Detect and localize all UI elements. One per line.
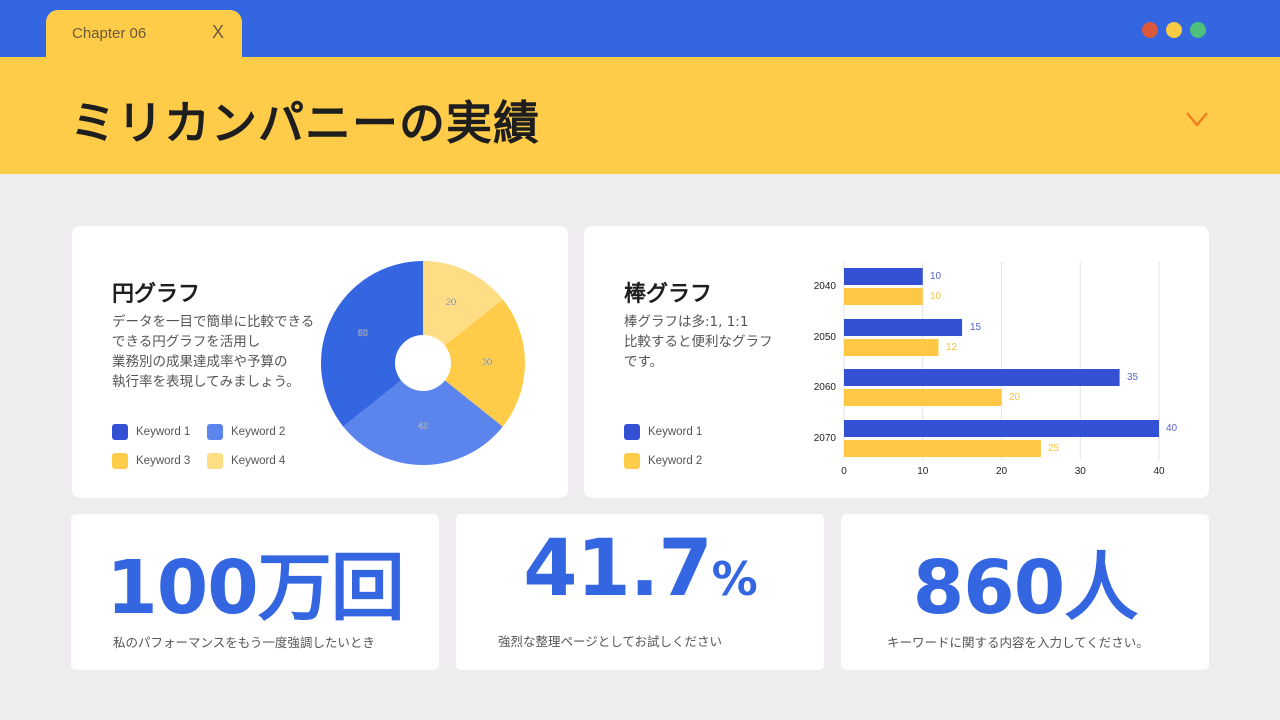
svg-text:40: 40 <box>1153 466 1165 477</box>
bar-value: 15 <box>970 322 982 333</box>
svg-text:30: 30 <box>1075 466 1087 477</box>
legend-item: Keyword 2 <box>207 424 285 440</box>
bar-2070-keyword-1[interactable] <box>844 420 1159 437</box>
pie-card-title: 円グラフ <box>112 282 201 307</box>
bar-2040-keyword-1[interactable] <box>844 268 923 285</box>
bar-2050-keyword-1[interactable] <box>844 319 963 336</box>
svg-text:0: 0 <box>841 466 847 477</box>
legend-swatch <box>112 424 128 440</box>
stat-value-unit: % <box>711 552 758 606</box>
page-header: ミリカンパニーの実績 <box>0 57 1280 174</box>
tab-label: Chapter 06 <box>72 25 147 42</box>
legend-swatch <box>112 453 128 469</box>
legend-item: Keyword 3 <box>112 453 190 469</box>
legend-swatch <box>207 424 223 440</box>
bar-value: 25 <box>1048 443 1060 454</box>
svg-text:20: 20 <box>996 466 1008 477</box>
pie-slice-keyword-1[interactable] <box>321 261 423 427</box>
chapter-tab[interactable]: Chapter 06 X <box>46 10 242 58</box>
legend-label: Keyword 3 <box>136 455 191 467</box>
pie-slice-keyword-2[interactable] <box>343 363 503 465</box>
close-tab-icon[interactable]: X <box>212 22 225 42</box>
bar-value: 10 <box>930 271 942 282</box>
bar-2050-keyword-2[interactable] <box>844 339 939 356</box>
bar-value: 35 <box>1127 372 1139 383</box>
bar-chart: 10 10 2040 15 12 2050 35 20 2060 40 25 2… <box>814 262 1178 477</box>
legend-label: Keyword 1 <box>136 426 191 438</box>
stat-value-number: 41.7 <box>523 524 712 614</box>
legend-label: Keyword 2 <box>648 455 703 467</box>
pie-chart-card: 円グラフ データを一目で簡単に比較できる できる円グラフを活用し 業務別の成果達… <box>72 226 568 498</box>
stat-description: 強烈な整理ページとしてお試しください <box>498 634 723 649</box>
bar-2070-keyword-2[interactable] <box>844 440 1041 457</box>
legend-label: Keyword 1 <box>648 426 703 438</box>
pie-label: 30 <box>482 357 492 367</box>
bar-value: 20 <box>1009 392 1021 403</box>
bar-value: 40 <box>1166 423 1178 434</box>
legend-swatch <box>624 453 640 469</box>
x-axis-ticks: 0 10 20 30 40 <box>841 466 1165 477</box>
legend-item: Keyword 1 <box>624 424 702 440</box>
bar-card-description: 棒グラフは多:1, 1:1 比較すると便利なグラフ です。 <box>624 314 773 370</box>
legend-item: Keyword 4 <box>207 453 285 469</box>
pie-chart: 20 30 40 50 <box>321 261 525 465</box>
stat-card-people: 860人 キーワードに関する内容を入力してください。 <box>841 514 1209 670</box>
legend-item: Keyword 2 <box>624 453 702 469</box>
y-tick-label: 2060 <box>814 382 837 393</box>
bar-value: 10 <box>930 291 942 302</box>
stat-value: 860人 <box>912 545 1138 631</box>
bar-2040-keyword-2[interactable] <box>844 288 923 305</box>
stat-description: 私のパフォーマンスをもう一度強調したいとき <box>113 635 375 650</box>
bar-2060-keyword-2[interactable] <box>844 389 1002 406</box>
svg-text:10: 10 <box>917 466 929 477</box>
chevron-down-icon[interactable] <box>1185 111 1209 127</box>
bar-card-title: 棒グラフ <box>624 282 713 307</box>
legend-label: Keyword 2 <box>231 426 286 438</box>
pie-label: 20 <box>446 297 456 307</box>
page-title: ミリカンパニーの実績 <box>70 96 540 150</box>
window-maximize-button[interactable] <box>1190 22 1206 38</box>
legend-item: Keyword 1 <box>112 424 190 440</box>
y-tick-label: 2050 <box>814 332 837 343</box>
stat-card-views: 100万回 私のパフォーマンスをもう一度強調したいとき <box>71 514 439 670</box>
pie-card-description: データを一目で簡単に比較できる できる円グラフを活用し 業務別の成果達成率や予算… <box>112 314 315 390</box>
window-close-button[interactable] <box>1142 22 1158 38</box>
title-bar: Chapter 06 X <box>0 0 1280 58</box>
legend-label: Keyword 4 <box>231 455 286 467</box>
pie-slice-keyword-4[interactable] <box>423 261 503 363</box>
donut-hole <box>395 335 451 391</box>
y-tick-label: 2070 <box>814 433 837 444</box>
legend-swatch <box>207 453 223 469</box>
bar-chart-card: 棒グラフ 棒グラフは多:1, 1:1 比較すると便利なグラフ です。 Keywo… <box>584 226 1209 498</box>
pie-slice-keyword-3[interactable] <box>423 299 525 427</box>
bar-value: 12 <box>946 342 958 353</box>
stat-description: キーワードに関する内容を入力してください。 <box>887 635 1149 650</box>
stat-value: 100万回 <box>106 545 404 631</box>
window-minimize-button[interactable] <box>1166 22 1182 38</box>
stat-card-rate: 41.7% 強烈な整理ページとしてお試しください <box>456 514 824 670</box>
stat-value: 41.7% <box>456 524 824 614</box>
y-tick-label: 2040 <box>814 281 837 292</box>
legend-swatch <box>624 424 640 440</box>
bar-2060-keyword-1[interactable] <box>844 369 1120 386</box>
window-controls <box>1142 22 1206 38</box>
pie-label: 40 <box>418 421 428 431</box>
pie-label: 50 <box>358 328 368 338</box>
